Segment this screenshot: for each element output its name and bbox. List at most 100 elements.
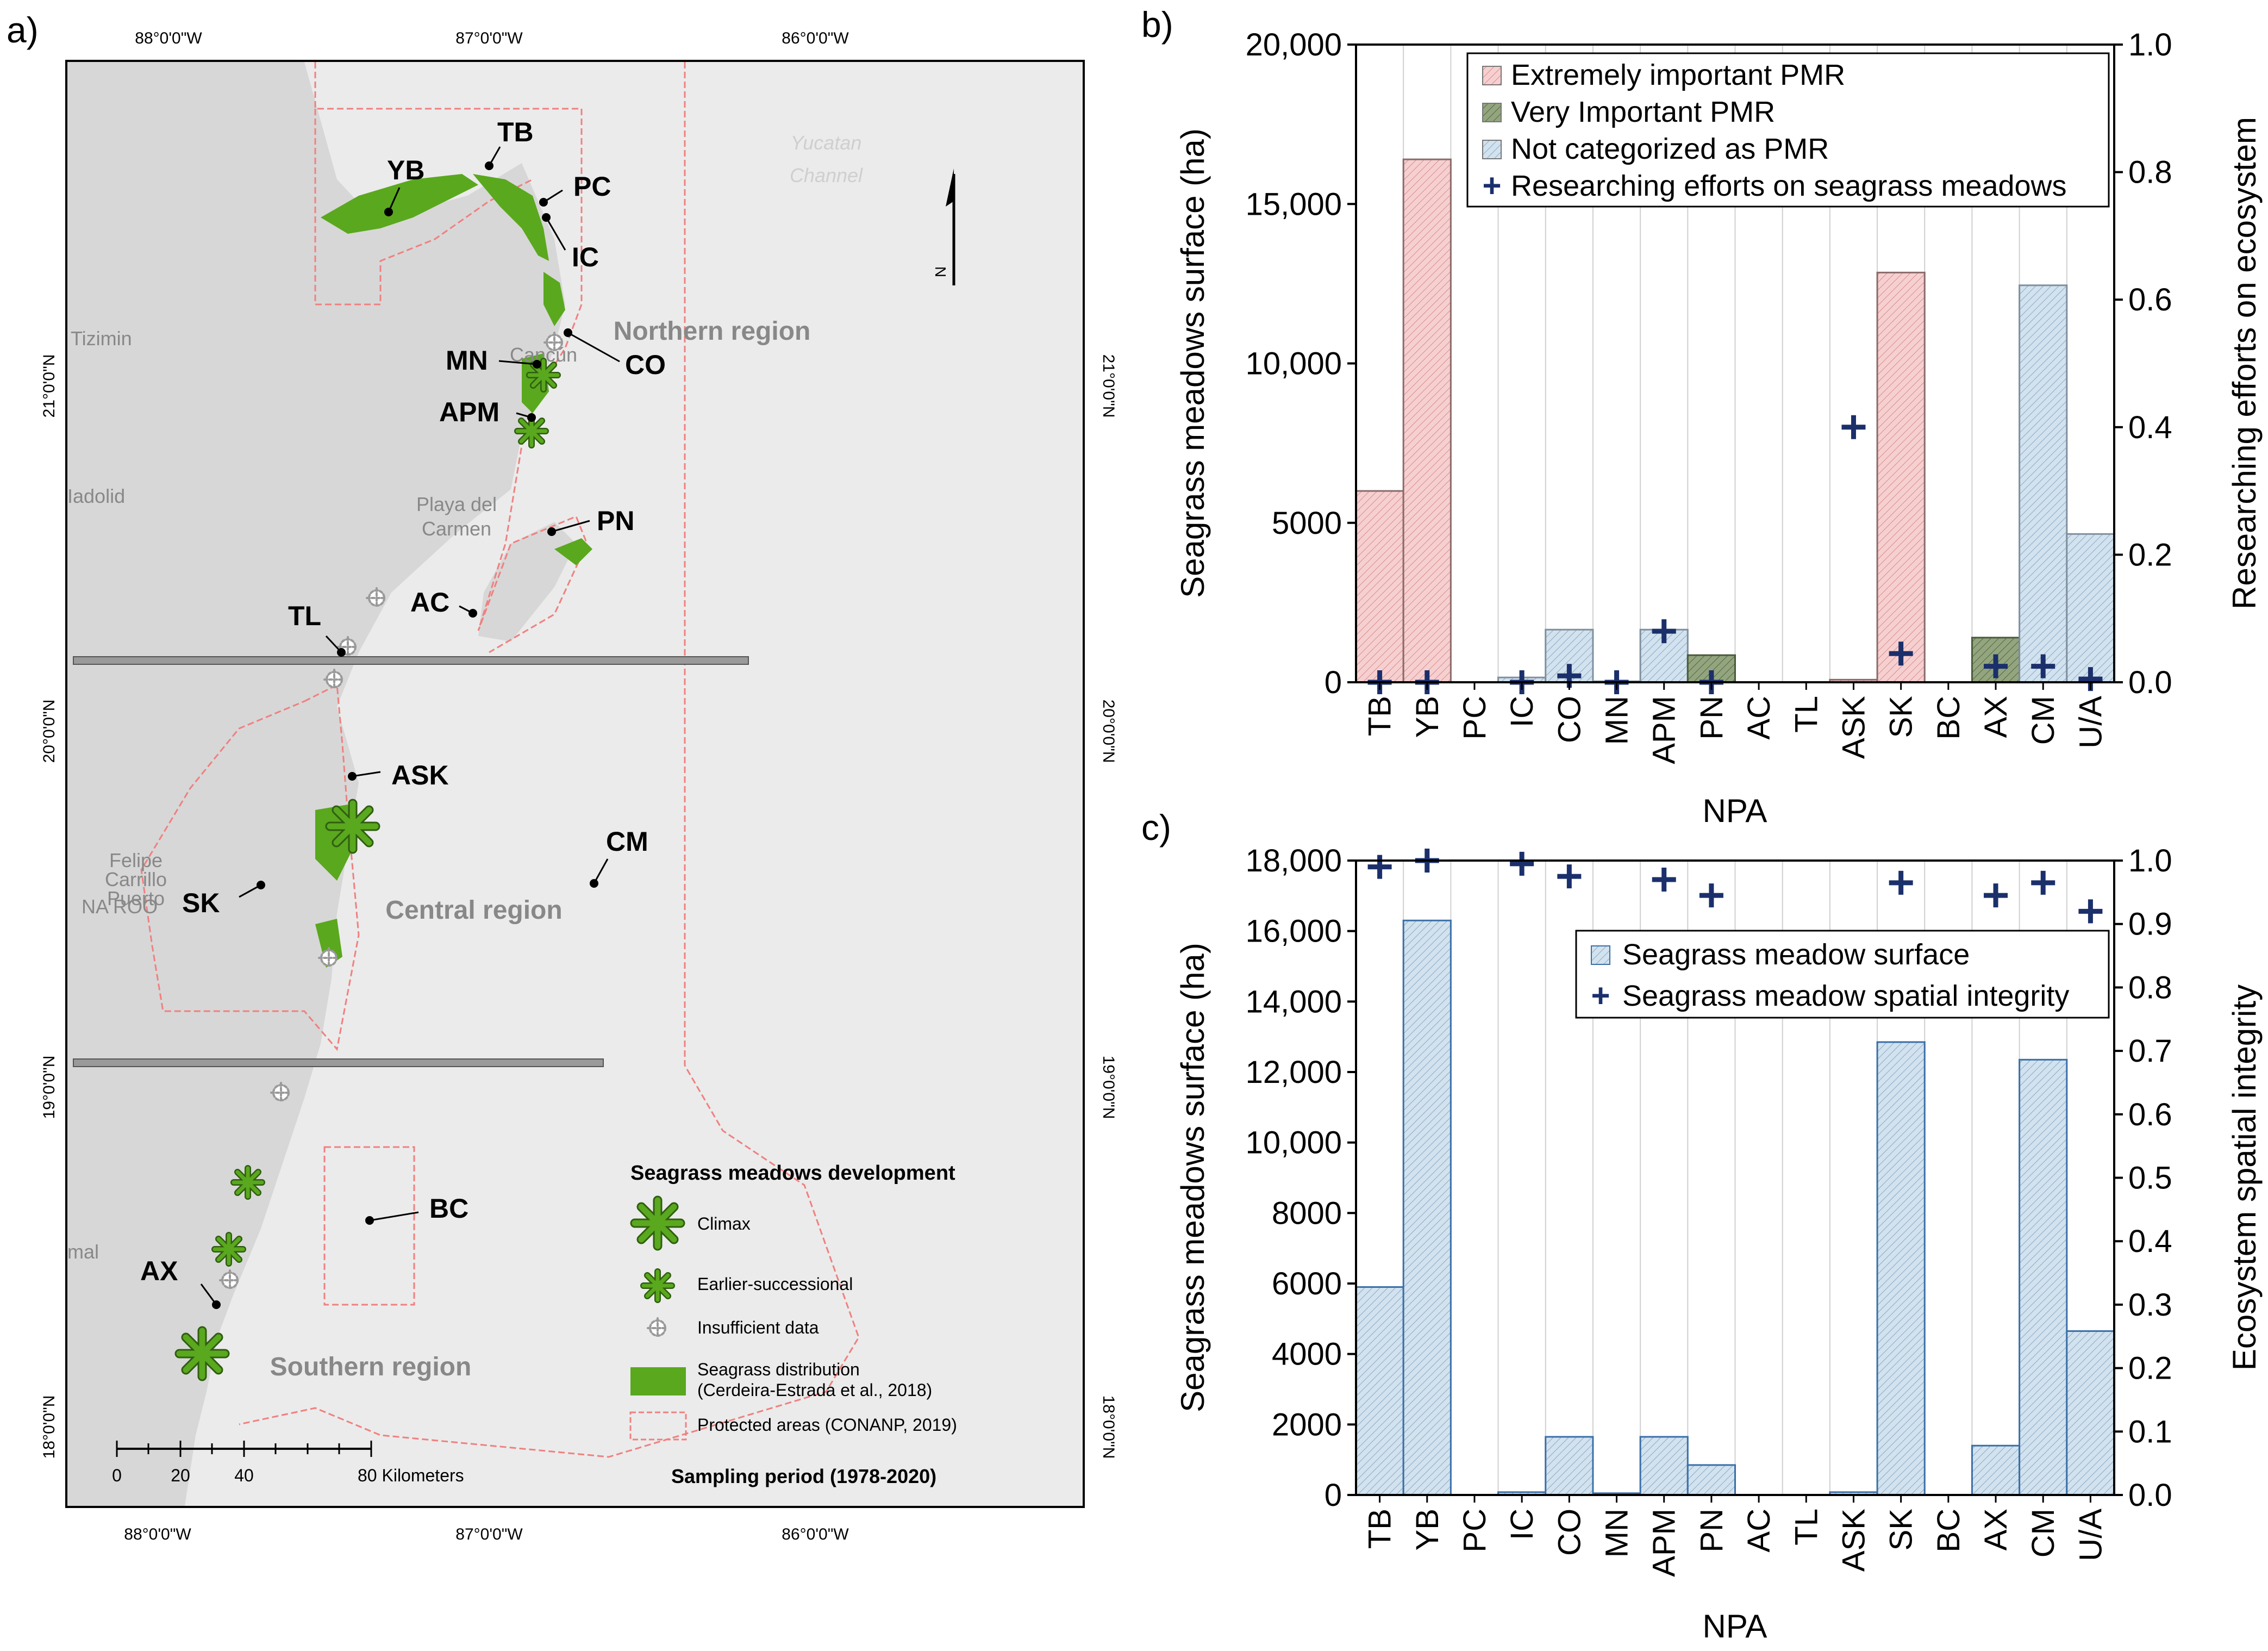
place-valladolid: Iadolid [67, 485, 125, 507]
chart-c-xlabel: NPA [1703, 1608, 1767, 1644]
c-y2tick-label: 0.7 [2128, 1033, 2172, 1069]
c-xtick-label: MN [1600, 1509, 1635, 1557]
b-marker-cm [2031, 654, 2055, 678]
c-bar-sk [1876, 1041, 1926, 1496]
c-xtick-label: ASK [1836, 1509, 1871, 1572]
npa-label-ax: AX [140, 1256, 178, 1286]
c-xtick-label: AC [1741, 1509, 1777, 1553]
c-y2tick-label: 1.0 [2128, 843, 2172, 879]
b-y2tick-label: 0.8 [2128, 155, 2172, 190]
b-y2tick-label: 1.0 [2128, 27, 2172, 63]
c-xtick-label: BC [1931, 1509, 1966, 1553]
legend-research: Researching efforts on seagrass meadows [1511, 170, 2067, 202]
c-ytick-label: 18,000 [1246, 843, 1342, 879]
place-chetumal: mal [67, 1241, 99, 1263]
legend-integrity: Seagrass meadow spatial integrity [1622, 980, 2069, 1012]
c-xtick-label: APM [1647, 1509, 1682, 1577]
lon-label-top-88: 88°0'0"W [135, 29, 202, 47]
lat-label-left-18: 18°0'0"N [40, 1395, 58, 1459]
npa-label-tl: TL [288, 601, 321, 631]
c-marker-apm [1652, 868, 1676, 892]
b-y2tick-label: 0.2 [2128, 537, 2172, 572]
npa-label-pc: PC [573, 171, 611, 202]
legend-very: Very Important PMR [1511, 96, 1775, 128]
b-xtick-label: U/A [2073, 696, 2108, 749]
c-xtick-label: CM [2026, 1509, 2061, 1557]
npa-label-ac: AC [410, 587, 449, 618]
c-ytick-label: 14,000 [1246, 984, 1342, 1019]
place-quintana-roo: NA ROO [82, 895, 158, 918]
lat-label-left-21: 21°0'0"N [40, 354, 58, 418]
place-playa-1: Playa del [416, 493, 497, 515]
npa-label-apm: APM [439, 397, 499, 427]
c-marker-ax [1984, 883, 2008, 908]
lon-label-top-86: 86°0'0"W [782, 29, 849, 47]
npa-label-ask: ASK [391, 760, 449, 790]
north-arrow: N [932, 169, 955, 285]
chart-c: 0 2000 4000 6000 8000 10,000 12,000 14,000 16,00… [1174, 843, 2263, 1644]
b-bar-cm [2019, 284, 2068, 683]
place-yucatan: Yucatan [791, 132, 862, 154]
legend-sampling: Sampling period (1978-2020) [671, 1465, 936, 1487]
b-xtick-label: AX [1978, 696, 2014, 738]
c-bar-ax [1971, 1444, 2021, 1496]
c-xtick-label: SK [1884, 1509, 1919, 1551]
place-channel: Channel [790, 164, 863, 186]
chart-c-legend: Seagrass meadow surface + Seagrass meado… [1575, 930, 2110, 1019]
legend-notcat: Not categorized as PMR [1511, 133, 1829, 165]
b-xtick-label: IC [1504, 696, 1540, 727]
climax-marker-ax [179, 1331, 225, 1376]
chart-b-ylabel: Seagrass meadows surface (ha) [1174, 128, 1211, 598]
lat-label-right-19: 19°0'0"N [1099, 1056, 1117, 1119]
npa-label-bc: BC [429, 1193, 468, 1224]
b-y2tick-label: 0.0 [2128, 665, 2172, 700]
lat-label-left-19: 19°0'0"N [40, 1056, 58, 1119]
npa-label-mn: MN [446, 345, 488, 376]
b-xtick-label: ASK [1836, 696, 1871, 759]
early-marker-south-2 [215, 1235, 243, 1263]
npa-labels: TB YB PC IC CO MN APM PN AC TL ASK SK CM [140, 117, 666, 1309]
c-xtick-label: U/A [2073, 1509, 2108, 1561]
c-bar-cm [2019, 1058, 2068, 1496]
c-y2tick-label: 0.9 [2128, 907, 2172, 942]
b-xtick-label: PC [1457, 696, 1492, 740]
scale-80: 80 Kilometers [358, 1466, 464, 1485]
npa-label-co: CO [625, 350, 666, 380]
lat-label-right-18: 18°0'0"N [1099, 1395, 1117, 1459]
c-bar-pn [1686, 1464, 1736, 1496]
chart-b-legend: Extremely important PMR Very Important P… [1466, 52, 2110, 208]
b-xtick-label: BC [1931, 696, 1966, 740]
legend-extreme: Extremely important PMR [1511, 59, 1845, 91]
legend-swatch-surface [1591, 945, 1610, 965]
c-bar-yb [1402, 919, 1452, 1496]
b-ytick-label: 15,000 [1246, 186, 1342, 222]
map-panel: 88°0'0"W 87°0'0"W 86°0'0"W 88°0'0"W 87°0… [40, 29, 1117, 1543]
npa-label-sk: SK [182, 888, 220, 918]
lon-label-bottom-88: 88°0'0"W [124, 1525, 191, 1543]
chart-c-legend-box [1575, 930, 2110, 1019]
npa-label-tb: TB [497, 117, 534, 147]
panel-c-label: c) [1141, 807, 1171, 848]
b-y2tick-label: 0.6 [2128, 282, 2172, 317]
legend-title: Seagrass meadows development [630, 1162, 955, 1185]
region-southern: Southern region [270, 1353, 472, 1381]
c-xtick-label: AX [1978, 1509, 2014, 1550]
place-felipe-3: Puerto [107, 887, 165, 909]
legend-surface: Seagrass meadow surface [1622, 938, 1970, 971]
c-y2tick-label: 0.2 [2128, 1351, 2172, 1386]
map-legend: Seagrass meadows development Climax Earl… [629, 1162, 957, 1487]
legend-insufficient: Insufficient data [697, 1318, 819, 1337]
b-marker-ask [1841, 415, 1866, 439]
c-ytick-label: 6000 [1272, 1266, 1342, 1301]
lon-label-top-87: 87°0'0"W [455, 29, 523, 47]
c-y2tick-label: 0.0 [2128, 1478, 2172, 1513]
c-xtick-label: TL [1789, 1509, 1824, 1546]
b-bar-tb [1355, 490, 1404, 683]
legend-distribution-2: (Cerdeira-Estrada et al., 2018) [697, 1380, 932, 1400]
c-y2tick-label: 0.5 [2128, 1161, 2172, 1196]
legend-earlier-icon [643, 1272, 672, 1300]
b-xtick-label: TB [1363, 696, 1398, 736]
legend-seagrass-swatch [630, 1367, 686, 1395]
c-marker-cm [2031, 870, 2055, 895]
